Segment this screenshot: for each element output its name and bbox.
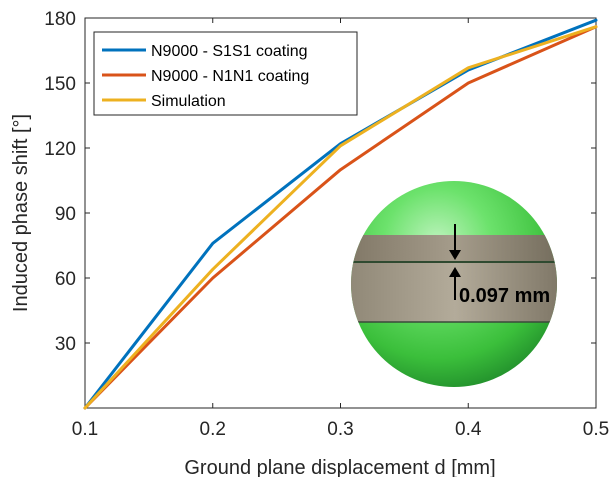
y-tick-label: 60 [55, 269, 76, 290]
thickness-annotation: 0.097 mm [459, 285, 550, 307]
y-tick-label: 90 [55, 204, 76, 225]
y-tick-label: 30 [55, 334, 76, 355]
y-tick-label: 180 [44, 9, 76, 30]
x-tick-label: 0.5 [583, 419, 609, 440]
series-line-2 [83, 25, 598, 410]
legend-label-n1n1: N9000 - N1N1 coating [151, 68, 309, 85]
y-tick-label: 150 [44, 74, 76, 95]
x-tick-label: 0.4 [455, 419, 482, 440]
x-axis-label: Ground plane displacement d [mm] [184, 457, 495, 477]
axis-ticks: 0.1 0.2 0.3 0.4 0.5 30 60 90 120 150 180 [44, 9, 609, 440]
x-tick-label: 0.2 [200, 419, 226, 440]
x-tick-label: 0.3 [327, 419, 353, 440]
inset-photo [351, 181, 557, 387]
series-lines [83, 18, 598, 410]
series-line-3 [83, 25, 598, 410]
legend: N9000 - S1S1 coating N9000 - N1N1 coatin… [93, 31, 358, 116]
legend-label-s1s1: N9000 - S1S1 coating [151, 43, 308, 60]
legend-label-simulation: Simulation [151, 93, 226, 110]
arrow-down-icon [449, 250, 461, 260]
x-tick-label: 0.1 [72, 419, 98, 440]
y-axis-label: Induced phase shift [°] [10, 114, 32, 312]
arrow-up-icon [449, 267, 461, 277]
y-tick-label: 120 [44, 139, 76, 160]
